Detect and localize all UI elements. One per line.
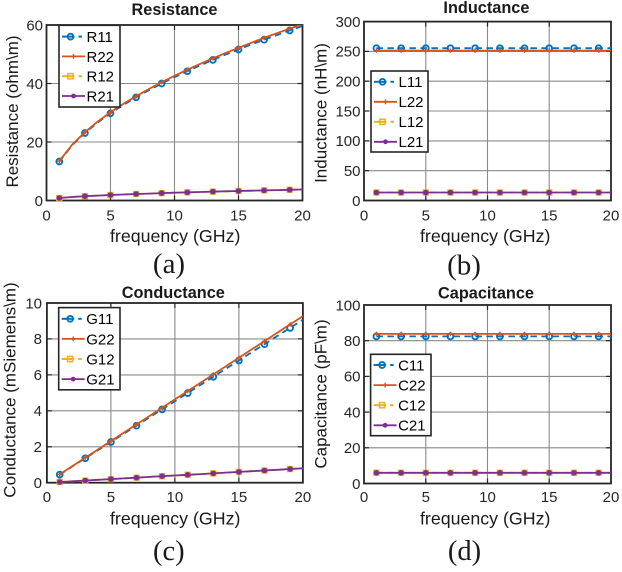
- svg-text:R11: R11: [87, 29, 113, 46]
- svg-text:4: 4: [34, 403, 42, 420]
- svg-text:frequency (GHz): frequency (GHz): [110, 226, 240, 246]
- svg-text:15: 15: [231, 489, 248, 506]
- svg-text:R22: R22: [87, 49, 115, 66]
- svg-text:G22: G22: [86, 331, 114, 348]
- svg-text:20: 20: [603, 207, 620, 224]
- svg-text:5: 5: [107, 489, 115, 506]
- svg-text:2: 2: [34, 439, 42, 456]
- svg-text:8: 8: [34, 331, 42, 348]
- svg-text:5: 5: [106, 207, 114, 224]
- svg-text:60: 60: [26, 17, 43, 34]
- svg-text:5: 5: [422, 207, 430, 224]
- svg-text:20: 20: [295, 489, 312, 506]
- svg-text:200: 200: [335, 74, 360, 91]
- svg-text:frequency (GHz): frequency (GHz): [420, 226, 550, 246]
- svg-text:20: 20: [26, 134, 43, 151]
- svg-text:10: 10: [479, 207, 496, 224]
- svg-text:G21: G21: [86, 372, 114, 389]
- svg-text:R12: R12: [87, 69, 115, 86]
- svg-text:(b): (b): [447, 250, 481, 282]
- svg-text:G12: G12: [86, 351, 114, 368]
- svg-text:Resistance (ohm\m): Resistance (ohm\m): [3, 35, 22, 187]
- svg-text:20: 20: [294, 207, 311, 224]
- svg-text:Resistance: Resistance: [132, 1, 218, 19]
- svg-text:Conductance: Conductance: [122, 284, 225, 302]
- svg-text:80: 80: [344, 333, 361, 350]
- svg-text:0: 0: [360, 489, 368, 506]
- svg-text:40: 40: [26, 76, 43, 93]
- svg-text:Inductance (nH\m): Inductance (nH\m): [312, 43, 331, 183]
- svg-text:10: 10: [167, 489, 184, 506]
- svg-text:0: 0: [34, 475, 42, 492]
- svg-text:50: 50: [344, 163, 361, 180]
- svg-text:40: 40: [344, 404, 361, 421]
- svg-text:L22: L22: [399, 94, 424, 111]
- svg-text:Conductance (mSiemens\m): Conductance (mSiemens\m): [1, 282, 20, 497]
- svg-text:250: 250: [335, 44, 360, 61]
- svg-text:100: 100: [335, 297, 360, 314]
- svg-text:0: 0: [42, 207, 50, 224]
- svg-text:(d): (d): [448, 536, 481, 567]
- svg-text:R21: R21: [87, 88, 115, 105]
- svg-text:6: 6: [34, 367, 42, 384]
- svg-text:5: 5: [422, 489, 430, 506]
- svg-text:300: 300: [335, 14, 360, 31]
- svg-text:10: 10: [479, 489, 496, 506]
- svg-text:0: 0: [352, 193, 360, 210]
- svg-text:60: 60: [344, 369, 361, 386]
- svg-text:15: 15: [541, 207, 558, 224]
- svg-text:L21: L21: [399, 134, 424, 151]
- svg-text:100: 100: [335, 133, 360, 150]
- svg-text:20: 20: [603, 489, 620, 506]
- svg-text:Capacitance (pF\m): Capacitance (pF\m): [312, 319, 331, 468]
- svg-text:0: 0: [360, 207, 368, 224]
- svg-text:L12: L12: [399, 114, 424, 131]
- svg-text:G11: G11: [86, 311, 113, 328]
- svg-text:0: 0: [352, 476, 360, 493]
- svg-text:0: 0: [43, 489, 51, 506]
- svg-text:(a): (a): [153, 248, 185, 280]
- svg-text:0: 0: [35, 193, 43, 210]
- svg-text:C12: C12: [398, 398, 426, 415]
- svg-text:15: 15: [230, 207, 247, 224]
- svg-text:L11: L11: [399, 74, 423, 91]
- svg-text:frequency (GHz): frequency (GHz): [110, 508, 240, 528]
- svg-text:20: 20: [344, 440, 361, 457]
- svg-text:(c): (c): [153, 536, 185, 567]
- svg-text:C22: C22: [398, 378, 426, 395]
- svg-text:C21: C21: [398, 418, 426, 435]
- svg-text:15: 15: [541, 489, 558, 506]
- svg-text:150: 150: [335, 103, 360, 120]
- svg-text:10: 10: [25, 295, 42, 312]
- svg-text:10: 10: [166, 207, 183, 224]
- svg-text:Capacitance: Capacitance: [438, 284, 534, 302]
- svg-text:Inductance: Inductance: [443, 0, 529, 17]
- svg-text:frequency (GHz): frequency (GHz): [420, 508, 550, 528]
- svg-text:C11: C11: [398, 357, 424, 374]
